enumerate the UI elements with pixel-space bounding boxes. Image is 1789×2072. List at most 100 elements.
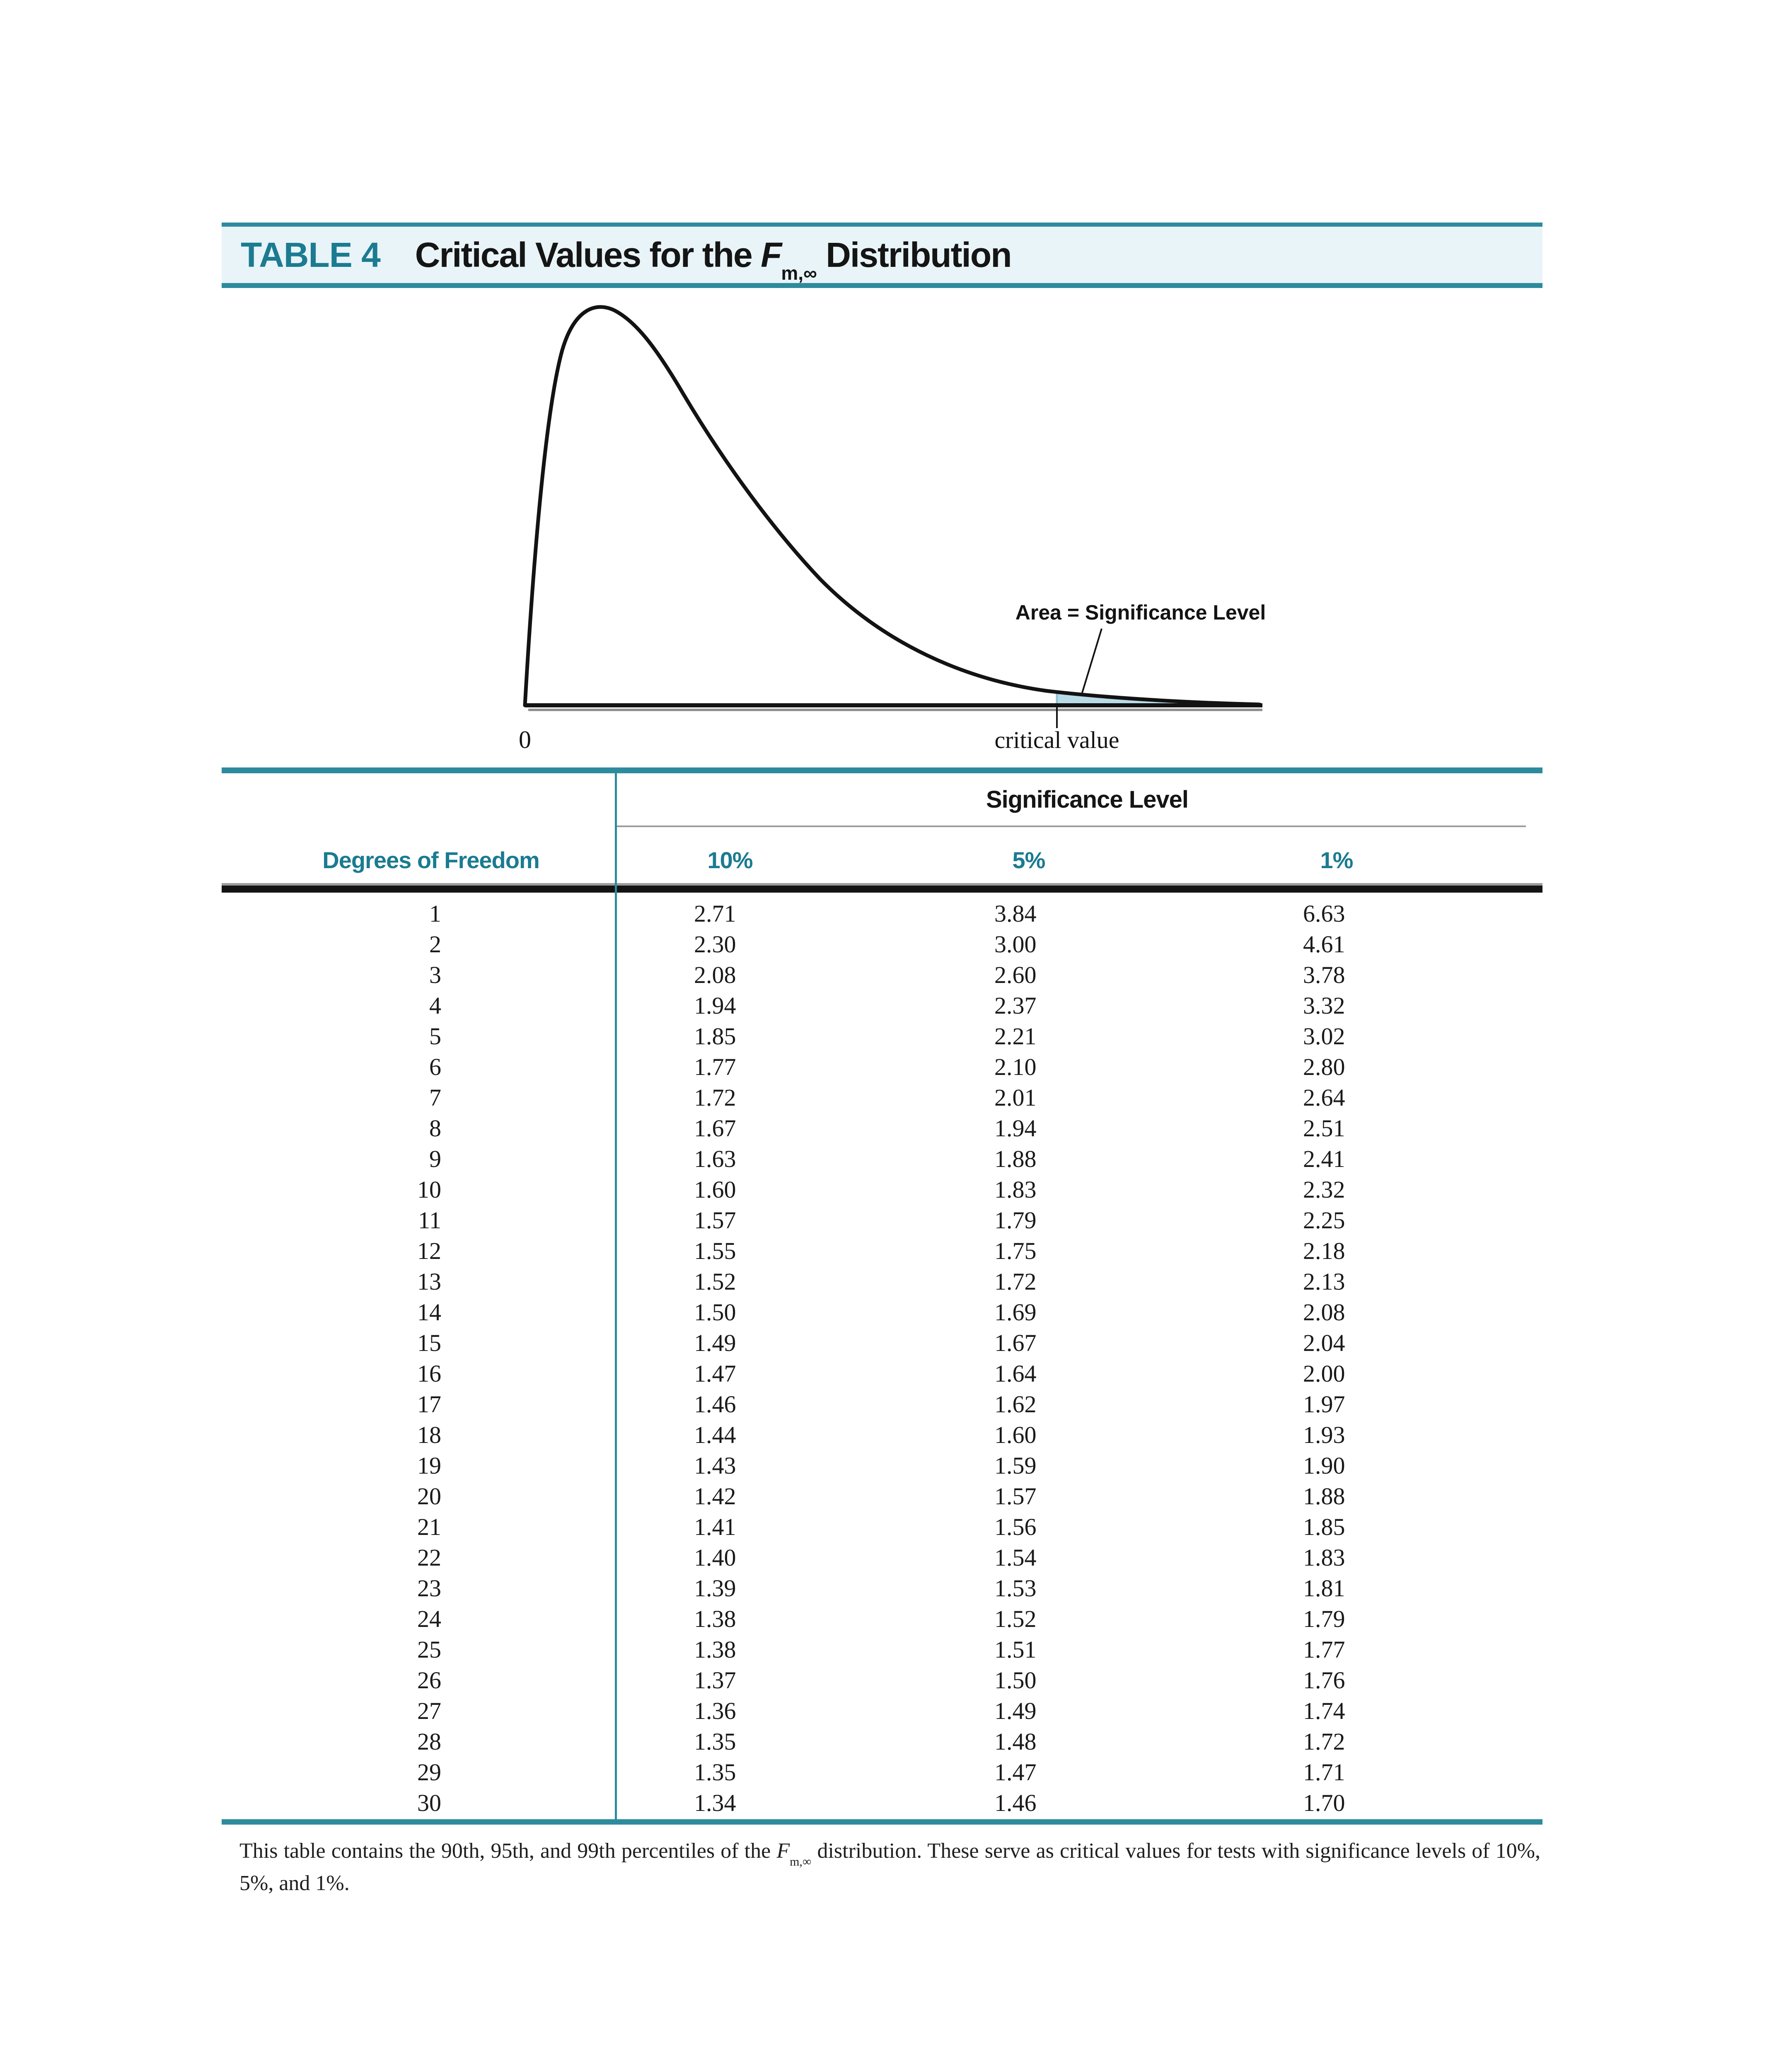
table-row: 10 1.60 1.83 2.32 [222, 1174, 1542, 1205]
p5-cell: 1.69 [994, 1299, 1037, 1326]
p1-cell: 1.85 [1303, 1513, 1345, 1540]
df-cell: 21 [417, 1513, 441, 1540]
footnote-part1: This table contains the 90th, 95th, and … [239, 1839, 777, 1863]
p1-cell: 1.81 [1303, 1575, 1345, 1602]
table-label: TABLE 4 [241, 235, 381, 274]
p10-cell: 1.52 [694, 1268, 736, 1295]
df-cell: 18 [417, 1421, 441, 1448]
table-title-band: TABLE 4 Critical Values for the Fm,∞ Dis… [222, 223, 1542, 288]
p5-cell: 1.88 [994, 1145, 1037, 1172]
p10-cell: 1.41 [694, 1513, 736, 1540]
p1-cell: 2.08 [1303, 1299, 1345, 1326]
density-curve [523, 305, 1262, 707]
col-header-degrees-of-freedom: Degrees of Freedom [322, 847, 540, 873]
table-row: 13 1.52 1.72 2.13 [222, 1266, 1542, 1297]
p10-cell: 2.30 [694, 931, 736, 958]
table-title-suffix: Distribution [817, 235, 1012, 274]
table-title-prefix: Critical Values for the [415, 235, 761, 274]
table-row: 16 1.47 1.64 2.00 [222, 1358, 1542, 1389]
p5-cell: 1.47 [994, 1759, 1037, 1786]
col-header-1pct: 1% [1320, 847, 1354, 873]
p5-cell: 1.59 [994, 1452, 1037, 1479]
p10-cell: 1.40 [694, 1544, 736, 1571]
table-row: 25 1.38 1.51 1.77 [222, 1634, 1542, 1665]
table-row: 19 1.43 1.59 1.90 [222, 1450, 1542, 1481]
p10-cell: 1.57 [694, 1207, 736, 1234]
df-cell: 17 [417, 1391, 441, 1418]
p10-cell: 1.63 [694, 1145, 736, 1172]
table-row: 23 1.39 1.53 1.81 [222, 1573, 1542, 1604]
df-cell: 23 [417, 1575, 441, 1602]
p10-cell: 1.94 [694, 992, 736, 1019]
table-row: 5 1.85 2.21 3.02 [222, 1021, 1542, 1052]
footnote-f-symbol: F [776, 1839, 790, 1863]
df-cell: 6 [429, 1053, 441, 1080]
table4-card: TABLE 4 Critical Values for the Fm,∞ Dis… [222, 223, 1542, 1825]
p10-cell: 1.77 [694, 1053, 736, 1080]
df-cell: 2 [429, 931, 441, 958]
table-row: 7 1.72 2.01 2.64 [222, 1082, 1542, 1113]
p1-cell: 1.77 [1303, 1636, 1345, 1663]
p1-cell: 2.04 [1303, 1329, 1345, 1356]
p1-cell: 1.93 [1303, 1421, 1345, 1448]
p10-cell: 1.43 [694, 1452, 736, 1479]
table-row: 4 1.94 2.37 3.32 [222, 990, 1542, 1021]
p1-cell: 6.63 [1303, 900, 1345, 927]
p10-cell: 2.08 [694, 961, 736, 988]
p10-cell: 1.72 [694, 1084, 736, 1111]
p1-cell: 1.71 [1303, 1759, 1345, 1786]
p1-cell: 1.74 [1303, 1697, 1345, 1724]
df-cell: 11 [418, 1207, 441, 1234]
p10-cell: 1.37 [694, 1667, 736, 1694]
p5-cell: 2.60 [994, 961, 1037, 988]
p10-cell: 1.46 [694, 1391, 736, 1418]
p10-cell: 1.34 [694, 1789, 736, 1816]
page-number: 25 [0, 2067, 1789, 2072]
p1-cell: 1.79 [1303, 1605, 1345, 1632]
f-subscript: m,∞ [781, 262, 817, 284]
p1-cell: 4.61 [1303, 931, 1345, 958]
table-row: 6 1.77 2.10 2.80 [222, 1052, 1542, 1082]
table-row: 28 1.35 1.48 1.72 [222, 1726, 1542, 1757]
group-header-underline [616, 825, 1526, 827]
table-row: 26 1.37 1.50 1.76 [222, 1665, 1542, 1696]
footnote-part2: distribution. These serve as critical va… [239, 1839, 1540, 1895]
p5-cell: 1.54 [994, 1544, 1037, 1571]
p1-cell: 1.88 [1303, 1483, 1345, 1510]
table-row: 20 1.42 1.57 1.88 [222, 1481, 1542, 1512]
p1-cell: 3.32 [1303, 992, 1345, 1019]
table-row: 18 1.44 1.60 1.93 [222, 1420, 1542, 1450]
df-cell: 16 [417, 1360, 441, 1387]
table-row: 8 1.67 1.94 2.51 [222, 1113, 1542, 1144]
col-header-10pct: 10% [707, 847, 753, 873]
p1-cell: 2.41 [1303, 1145, 1345, 1172]
table-body: 1 2.71 3.84 6.63 2 2.30 3.00 4.61 3 2.08… [222, 893, 1542, 1819]
df-cell: 25 [417, 1636, 441, 1663]
f-distribution-plot: Area = Significance Level 0 critical val… [519, 305, 1266, 753]
table-row: 15 1.49 1.67 2.04 [222, 1328, 1542, 1358]
table-row: 21 1.41 1.56 1.85 [222, 1512, 1542, 1542]
p10-cell: 1.39 [694, 1575, 736, 1602]
table-row: 22 1.40 1.54 1.83 [222, 1542, 1542, 1573]
shaded-tail-area [1057, 691, 1260, 706]
df-cell: 26 [417, 1667, 441, 1694]
df-cell: 30 [417, 1789, 441, 1816]
df-cell: 14 [417, 1299, 441, 1326]
p5-cell: 3.00 [994, 931, 1037, 958]
p5-cell: 1.83 [994, 1176, 1037, 1203]
df-cell: 10 [417, 1176, 441, 1203]
p1-cell: 2.51 [1303, 1115, 1345, 1142]
p10-cell: 1.60 [694, 1176, 736, 1203]
p10-cell: 1.85 [694, 1023, 736, 1050]
p5-cell: 1.60 [994, 1421, 1037, 1448]
table-row: 24 1.38 1.52 1.79 [222, 1604, 1542, 1634]
df-cell: 7 [429, 1084, 441, 1111]
df-cell: 13 [417, 1268, 441, 1295]
df-cell: 29 [417, 1759, 441, 1786]
f-symbol: F [761, 235, 782, 274]
df-cell: 12 [417, 1237, 441, 1264]
annotation-pointer-line [1081, 628, 1102, 695]
p5-cell: 1.51 [994, 1636, 1037, 1663]
p5-cell: 2.37 [994, 992, 1037, 1019]
p1-cell: 2.13 [1303, 1268, 1345, 1295]
